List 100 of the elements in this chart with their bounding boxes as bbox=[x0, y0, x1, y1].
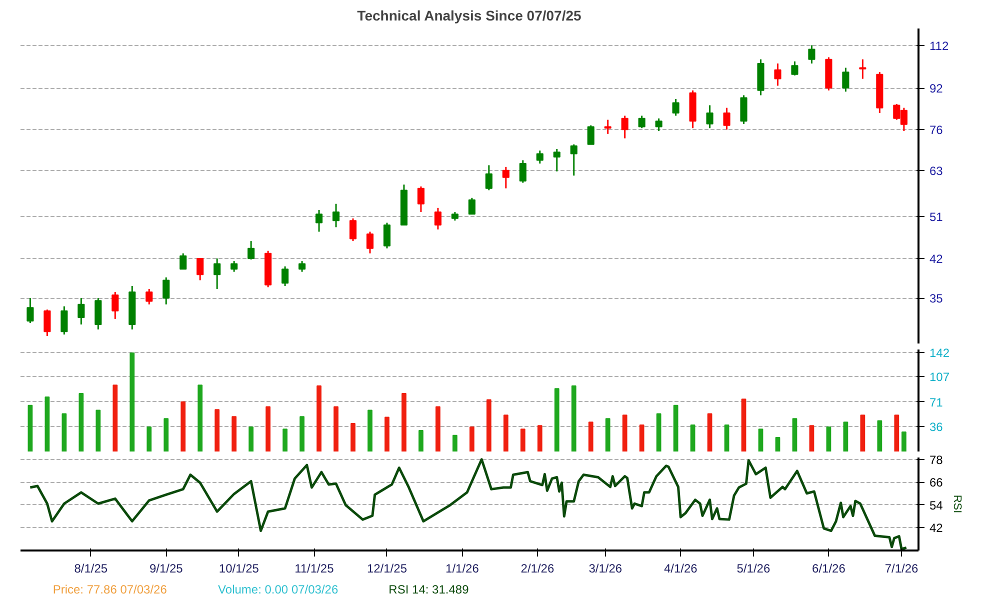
candlestick bbox=[248, 240, 255, 260]
candlestick bbox=[502, 166, 510, 190]
candlestick bbox=[808, 44, 816, 64]
candlestick bbox=[621, 114, 628, 140]
bar bbox=[690, 424, 696, 452]
y-tick-label: 66 bbox=[930, 476, 944, 490]
candlestick bbox=[162, 276, 170, 306]
bar bbox=[452, 434, 458, 452]
bar bbox=[282, 428, 288, 452]
bar bbox=[78, 393, 84, 452]
x-tick-label: 3/1/26 bbox=[588, 562, 622, 576]
bar bbox=[436, 406, 440, 452]
bar bbox=[758, 428, 764, 452]
bar bbox=[707, 413, 712, 452]
candlestick bbox=[468, 197, 476, 215]
bar bbox=[894, 414, 900, 452]
bar bbox=[809, 425, 814, 452]
x-tick-label: 8/1/25 bbox=[74, 562, 108, 576]
x-tick-label: 12/1/25 bbox=[366, 562, 408, 576]
x-tick-label: 10/1/25 bbox=[218, 562, 260, 576]
bar bbox=[316, 385, 322, 452]
bar bbox=[656, 413, 662, 452]
candlestick bbox=[112, 291, 119, 320]
candlestick bbox=[570, 144, 578, 176]
text: Volume: 0.00 07/03/26 bbox=[218, 582, 338, 596]
candlestick bbox=[519, 159, 526, 184]
y-tick-label: 107 bbox=[930, 370, 950, 384]
candlestick bbox=[298, 260, 306, 273]
candlestick bbox=[655, 118, 662, 132]
candlestick bbox=[230, 260, 238, 273]
x-tick-label: 7/1/26 bbox=[884, 562, 919, 576]
x-tick-label: 9/1/25 bbox=[149, 562, 184, 576]
candlestick bbox=[638, 114, 646, 129]
candlestick bbox=[417, 186, 424, 213]
candlestick bbox=[740, 94, 748, 125]
candlestick bbox=[604, 119, 612, 135]
x-tick-label: 5/1/26 bbox=[736, 562, 770, 576]
candlestick bbox=[859, 58, 866, 80]
line-series bbox=[28, 458, 908, 550]
bar bbox=[537, 425, 542, 452]
bar bbox=[826, 426, 832, 452]
candlestick bbox=[672, 98, 680, 116]
candlestick bbox=[791, 60, 798, 76]
bar bbox=[112, 384, 118, 452]
candlestick bbox=[196, 258, 204, 281]
bar bbox=[266, 406, 270, 452]
candlestick bbox=[282, 266, 289, 287]
candlestick bbox=[587, 124, 594, 146]
bar bbox=[384, 416, 390, 452]
candlestick bbox=[434, 207, 442, 230]
bar bbox=[622, 414, 628, 452]
candlestick bbox=[774, 62, 782, 86]
bar bbox=[571, 385, 576, 452]
bar bbox=[248, 426, 254, 452]
candlestick bbox=[349, 218, 357, 242]
bar bbox=[901, 431, 906, 452]
y-tick-label: 78 bbox=[930, 452, 944, 467]
bar bbox=[792, 418, 798, 452]
bar bbox=[605, 418, 610, 452]
y-tick-label: 36 bbox=[930, 420, 944, 434]
bar bbox=[130, 352, 135, 452]
bar bbox=[843, 422, 848, 452]
chart-title: Technical Analysis Since 07/07/25 bbox=[357, 8, 582, 24]
x-tick-label: 1/1/26 bbox=[446, 562, 480, 576]
bar bbox=[164, 418, 169, 452]
y-tick-label: 112 bbox=[930, 38, 949, 53]
bar bbox=[44, 396, 50, 452]
y-tick-label: 63 bbox=[930, 164, 944, 178]
candlestick bbox=[315, 209, 323, 232]
y-tick-label: 35 bbox=[930, 292, 944, 306]
bar bbox=[520, 428, 526, 452]
y-tick-label: 42 bbox=[930, 521, 944, 536]
candlestick bbox=[842, 67, 850, 92]
candlestick bbox=[536, 150, 544, 164]
bar bbox=[639, 424, 644, 452]
bar bbox=[214, 409, 220, 452]
bar bbox=[418, 430, 424, 452]
bar bbox=[860, 414, 866, 452]
candlestick bbox=[723, 107, 730, 130]
candlestick bbox=[383, 222, 391, 250]
candlestick bbox=[94, 297, 102, 330]
bar bbox=[486, 399, 492, 452]
y-tick-label: 42 bbox=[930, 252, 944, 266]
candlestick bbox=[214, 258, 221, 290]
candlestick bbox=[78, 297, 85, 326]
bar bbox=[588, 422, 594, 452]
bar bbox=[28, 404, 33, 452]
bar bbox=[503, 414, 508, 452]
bar bbox=[180, 401, 186, 452]
bar bbox=[146, 426, 152, 452]
bar bbox=[402, 393, 406, 452]
y-axis-title: RSI bbox=[950, 494, 963, 514]
bar bbox=[350, 423, 356, 452]
bar bbox=[741, 398, 746, 452]
bar bbox=[368, 410, 372, 452]
candlestick bbox=[332, 203, 340, 228]
bar bbox=[232, 416, 237, 452]
x-tick-label: 11/1/25 bbox=[294, 562, 334, 576]
x-tick-label: 2/1/26 bbox=[520, 562, 554, 576]
y-tick-label: 54 bbox=[930, 498, 944, 512]
